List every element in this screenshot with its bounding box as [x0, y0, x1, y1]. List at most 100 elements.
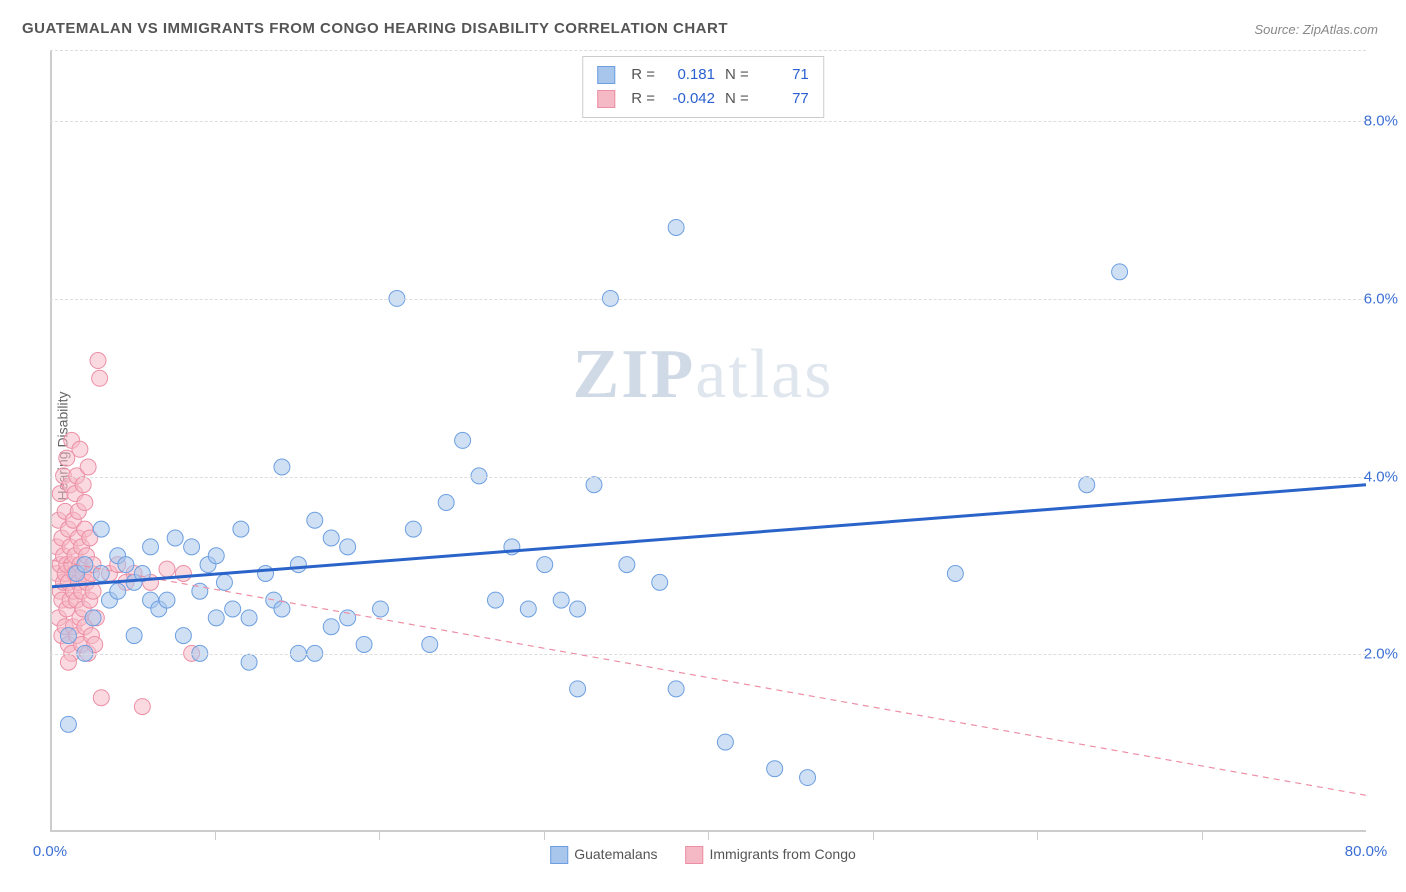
y-tick-label: 8.0% — [1364, 113, 1398, 130]
data-point — [405, 521, 421, 537]
x-tick-minor — [544, 832, 545, 840]
data-point — [947, 566, 963, 582]
x-tick-minor — [873, 832, 874, 840]
legend-row: R = 0.181 N = 71 — [597, 63, 809, 87]
data-point — [167, 530, 183, 546]
data-point — [93, 521, 109, 537]
y-tick-label: 2.0% — [1364, 646, 1398, 663]
data-point — [356, 636, 372, 652]
x-tick-label: 80.0% — [1345, 843, 1388, 860]
y-tick-label: 4.0% — [1364, 468, 1398, 485]
data-point — [717, 734, 733, 750]
data-point — [216, 574, 232, 590]
data-point — [225, 601, 241, 617]
data-point — [75, 477, 91, 493]
data-point — [570, 681, 586, 697]
x-tick-label: 0.0% — [33, 843, 67, 860]
legend-row: R = -0.042 N = 77 — [597, 87, 809, 111]
data-point — [274, 459, 290, 475]
data-point — [586, 477, 602, 493]
data-point — [422, 636, 438, 652]
data-point — [118, 557, 134, 573]
data-point — [134, 699, 150, 715]
data-point — [323, 619, 339, 635]
data-point — [668, 681, 684, 697]
data-point — [126, 628, 142, 644]
scatter-plot — [52, 50, 1366, 831]
data-point — [340, 539, 356, 555]
gridline — [50, 50, 1366, 51]
series-legend: Guatemalans Immigrants from Congo — [550, 846, 856, 864]
data-point — [233, 521, 249, 537]
correlation-legend: R = 0.181 N = 71 R = -0.042 N = 77 — [582, 56, 824, 118]
data-point — [800, 770, 816, 786]
x-tick-minor — [1202, 832, 1203, 840]
legend-label: Guatemalans — [574, 846, 657, 862]
n-label: N = — [725, 87, 749, 111]
data-point — [77, 495, 93, 511]
data-point — [323, 530, 339, 546]
legend-swatch — [550, 846, 568, 864]
legend-swatch — [686, 846, 704, 864]
data-point — [340, 610, 356, 626]
data-point — [60, 628, 76, 644]
data-point — [175, 566, 191, 582]
x-tick-minor — [215, 832, 216, 840]
data-point — [159, 592, 175, 608]
data-point — [159, 561, 175, 577]
data-point — [175, 628, 191, 644]
data-point — [258, 566, 274, 582]
data-point — [208, 610, 224, 626]
legend-item: Immigrants from Congo — [686, 846, 856, 864]
gridline — [50, 121, 1366, 122]
data-point — [60, 716, 76, 732]
gridline — [50, 477, 1366, 478]
data-point — [241, 610, 257, 626]
data-point — [80, 459, 96, 475]
x-tick-minor — [1037, 832, 1038, 840]
chart-area — [50, 50, 1366, 832]
data-point — [85, 610, 101, 626]
data-point — [93, 690, 109, 706]
r-value: -0.042 — [665, 87, 715, 111]
trendline — [52, 485, 1366, 587]
data-point — [1079, 477, 1095, 493]
x-tick-minor — [708, 832, 709, 840]
data-point — [90, 353, 106, 369]
data-point — [619, 557, 635, 573]
n-label: N = — [725, 63, 749, 87]
n-value: 77 — [759, 87, 809, 111]
data-point — [537, 557, 553, 573]
data-point — [208, 548, 224, 564]
data-point — [455, 432, 471, 448]
data-point — [72, 441, 88, 457]
data-point — [184, 539, 200, 555]
data-point — [241, 654, 257, 670]
data-point — [652, 574, 668, 590]
legend-swatch — [597, 66, 615, 84]
data-point — [274, 601, 290, 617]
data-point — [373, 601, 389, 617]
y-tick-label: 6.0% — [1364, 290, 1398, 307]
n-value: 71 — [759, 63, 809, 87]
gridline — [50, 654, 1366, 655]
data-point — [60, 654, 76, 670]
data-point — [85, 583, 101, 599]
data-point — [1112, 264, 1128, 280]
r-label: R = — [631, 63, 655, 87]
r-label: R = — [631, 87, 655, 111]
data-point — [570, 601, 586, 617]
data-point — [520, 601, 536, 617]
data-point — [290, 557, 306, 573]
data-point — [307, 512, 323, 528]
data-point — [767, 761, 783, 777]
data-point — [110, 583, 126, 599]
data-point — [668, 219, 684, 235]
chart-title: GUATEMALAN VS IMMIGRANTS FROM CONGO HEAR… — [22, 20, 728, 37]
x-tick-minor — [379, 832, 380, 840]
r-value: 0.181 — [665, 63, 715, 87]
source-label: Source: ZipAtlas.com — [1254, 22, 1378, 37]
legend-item: Guatemalans — [550, 846, 657, 864]
data-point — [143, 539, 159, 555]
trendline — [52, 560, 1366, 795]
